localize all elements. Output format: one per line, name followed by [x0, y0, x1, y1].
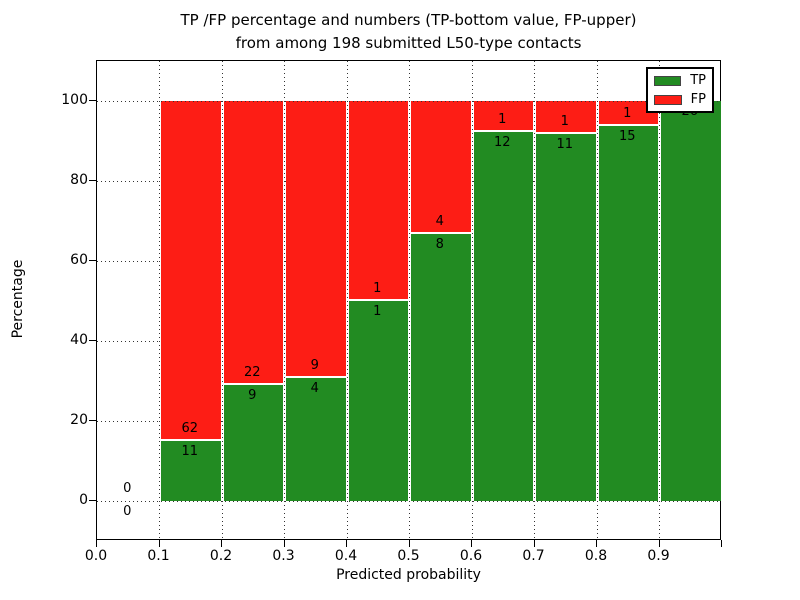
fp-bar-segment [348, 101, 408, 301]
x-axis-tick [346, 540, 347, 547]
vertical-gridline [346, 61, 348, 539]
x-axis-tick [408, 540, 410, 547]
y-axis-tick [89, 500, 96, 501]
legend-entry-tp: TP [654, 73, 706, 88]
vertical-gridline [284, 61, 285, 539]
vertical-gridline [159, 61, 160, 539]
x-axis-tick [471, 540, 472, 547]
x-tick-label: 0.6 [459, 548, 483, 564]
tp-bar-segment [348, 301, 408, 501]
fp-count-label: 4 [435, 214, 444, 230]
fp-count-label: 1 [498, 111, 507, 127]
x-tick-label: 0.8 [584, 548, 608, 564]
plot-area [96, 60, 721, 540]
x-axis-label: Predicted probability [336, 567, 481, 583]
y-axis-tick [89, 420, 96, 421]
tp-count-label: 12 [493, 134, 511, 150]
y-axis-tick [89, 180, 96, 181]
horizontal-gridline [97, 421, 720, 422]
fp-count-label: 1 [560, 114, 569, 130]
x-axis-tick [221, 540, 222, 547]
vertical-gridline [471, 61, 473, 539]
fp-count-label: 1 [373, 281, 382, 296]
tp-bar-segment [473, 131, 533, 501]
tp-count-label: 4 [310, 380, 319, 396]
y-axis-tick [89, 260, 96, 261]
x-tick-label: 0.3 [272, 548, 295, 564]
x-tick-label: 0.1 [147, 548, 170, 564]
fp-count-label: 62 [181, 420, 199, 436]
tp-count-label: 11 [556, 137, 574, 153]
x-axis-tick [533, 540, 535, 547]
legend-label-tp: TP [690, 73, 706, 88]
horizontal-gridline [97, 261, 720, 262]
chart-title-line1: TP /FP percentage and numbers (TP-bottom… [180, 11, 637, 29]
legend: TP FP [646, 67, 714, 113]
horizontal-gridline [97, 181, 720, 182]
y-tick-label: 20 [70, 412, 88, 428]
vertical-gridline [221, 61, 223, 539]
x-axis-tick [158, 540, 160, 547]
tp-count-label: 11 [181, 443, 199, 459]
x-tick-label: 0.9 [647, 548, 670, 564]
tp-count-label: 8 [435, 237, 444, 253]
tp-bar-segment [161, 440, 221, 501]
y-tick-label: 60 [70, 252, 88, 268]
fp-count-label: 1 [623, 106, 632, 121]
tp-count-label: 0 [123, 504, 132, 519]
vertical-gridline [534, 61, 535, 539]
y-tick-label: 0 [79, 492, 88, 508]
tp-count-label: 15 [618, 129, 636, 144]
y-axis-tick [89, 340, 96, 341]
x-axis-tick [596, 540, 597, 547]
x-tick-label: 0.7 [522, 548, 545, 564]
x-tick-label: 0.5 [397, 548, 420, 564]
tp-bar-segment [536, 134, 596, 501]
legend-entry-fp: FP [654, 92, 706, 107]
legend-label-fp: FP [690, 92, 706, 107]
tp-color-swatch [654, 75, 682, 86]
tp-bar-segment [661, 101, 721, 501]
x-axis-tick [721, 540, 722, 547]
tp-bar-segment [286, 377, 346, 501]
y-tick-label: 100 [61, 92, 88, 108]
fp-bar-segment [473, 101, 533, 132]
vertical-gridline [659, 61, 660, 539]
horizontal-gridline [97, 101, 720, 102]
x-tick-label: 0.4 [334, 548, 358, 564]
horizontal-gridline [97, 501, 720, 502]
tp-bar-segment [223, 384, 283, 501]
chart-title-line2: from among 198 submitted L50-type contac… [235, 34, 582, 52]
y-axis-tick [89, 100, 96, 101]
fp-bar-segment [411, 101, 471, 235]
fp-count-label: 22 [243, 364, 261, 380]
x-axis-tick [658, 540, 660, 547]
fp-color-swatch [654, 94, 682, 105]
fp-bar-segment [286, 101, 346, 378]
fp-bar-segment [223, 101, 283, 385]
tp-bar-segment [598, 126, 658, 501]
y-tick-label: 80 [70, 172, 88, 188]
horizontal-gridline [97, 341, 720, 342]
x-axis-tick [283, 540, 285, 547]
fp-bar-segment [161, 101, 221, 441]
tp-count-label: 9 [248, 387, 257, 403]
fp-count-label: 9 [310, 357, 319, 373]
x-tick-label: 0.2 [209, 548, 233, 564]
vertical-gridline [596, 61, 598, 539]
fp-count-label: 0 [123, 481, 132, 496]
y-tick-label: 40 [70, 332, 88, 348]
x-tick-label: 0.0 [84, 548, 108, 564]
tp-bar-segment [411, 234, 471, 501]
y-axis-label: Percentage [10, 259, 26, 339]
fp-bar-segment [536, 101, 596, 135]
vertical-gridline [409, 61, 410, 539]
x-axis-tick [96, 540, 97, 547]
tp-count-label: 1 [373, 304, 382, 319]
